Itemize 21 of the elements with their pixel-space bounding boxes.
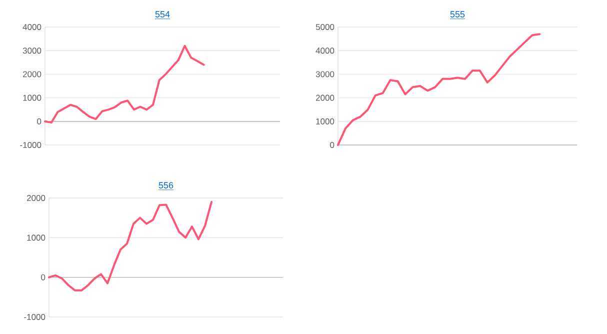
y-tick-label: 4000 bbox=[316, 48, 334, 54]
y-tick-label: 0 bbox=[330, 142, 334, 148]
chart-title: 554 bbox=[155, 11, 170, 18]
y-tick-label: 1000 bbox=[23, 94, 42, 101]
y-tick-label: -1000 bbox=[20, 142, 42, 148]
line-series bbox=[337, 33, 541, 146]
y-tick-label: 1000 bbox=[316, 118, 334, 124]
y-tick-label: 5000 bbox=[316, 24, 334, 30]
chart-title: 555 bbox=[450, 11, 465, 18]
y-tick-label: 1000 bbox=[27, 234, 46, 241]
y-tick-label: 0 bbox=[37, 118, 42, 124]
y-tick-label: 2000 bbox=[316, 94, 334, 101]
y-tick-label: 0 bbox=[41, 274, 46, 280]
y-tick-label: 2000 bbox=[22, 71, 42, 78]
line-series bbox=[48, 200, 213, 292]
y-tick-label: 4000 bbox=[22, 24, 42, 30]
y-tick-label: 3000 bbox=[22, 48, 42, 54]
y-tick-label: -1000 bbox=[24, 314, 46, 320]
chart-title: 556 bbox=[158, 182, 174, 188]
y-tick-label: 2000 bbox=[26, 194, 46, 201]
y-tick-label: 3000 bbox=[316, 71, 334, 78]
